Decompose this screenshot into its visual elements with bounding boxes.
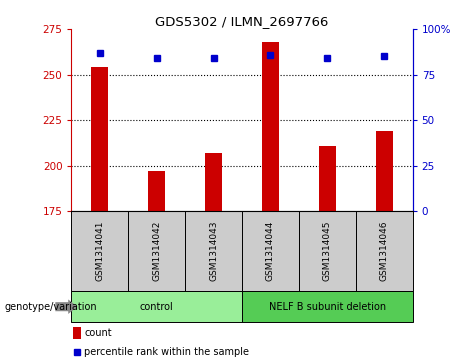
Bar	[262, 42, 279, 211]
Text: GSM1314043: GSM1314043	[209, 221, 218, 281]
Bar	[205, 153, 222, 211]
Bar	[71, 291, 242, 322]
Text: count: count	[84, 328, 112, 338]
Text: GSM1314046: GSM1314046	[380, 221, 389, 281]
Bar	[319, 146, 336, 211]
Bar	[376, 131, 393, 211]
Text: genotype/variation: genotype/variation	[5, 302, 97, 312]
Bar	[356, 211, 413, 291]
Bar	[148, 171, 165, 211]
Bar	[128, 211, 185, 291]
Bar	[71, 211, 128, 291]
Text: NELF B subunit deletion: NELF B subunit deletion	[269, 302, 386, 312]
Bar	[242, 211, 299, 291]
Bar	[91, 67, 108, 211]
Bar	[299, 211, 356, 291]
Text: GSM1314044: GSM1314044	[266, 221, 275, 281]
Title: GDS5302 / ILMN_2697766: GDS5302 / ILMN_2697766	[155, 15, 329, 28]
Bar	[185, 211, 242, 291]
Bar	[242, 291, 413, 322]
Bar	[73, 327, 81, 339]
Text: GSM1314041: GSM1314041	[95, 221, 104, 281]
Text: percentile rank within the sample: percentile rank within the sample	[84, 347, 249, 357]
Text: GSM1314042: GSM1314042	[152, 221, 161, 281]
Text: control: control	[140, 302, 174, 312]
Text: GSM1314045: GSM1314045	[323, 221, 332, 281]
